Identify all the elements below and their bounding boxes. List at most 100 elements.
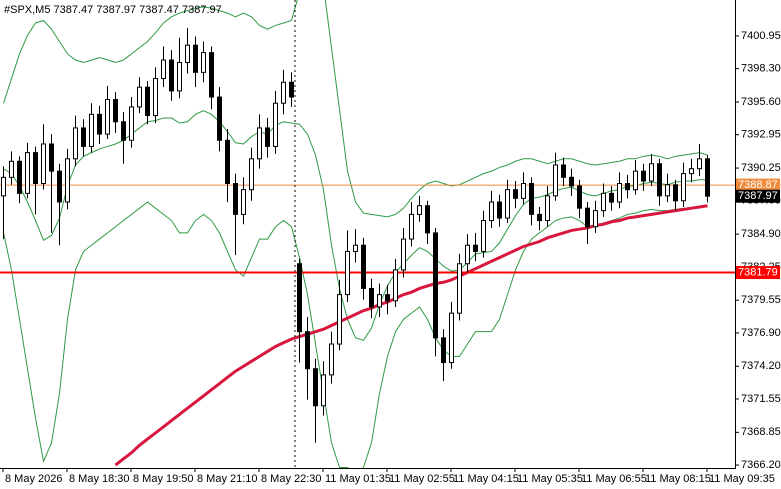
x-tick-label: 8 May 19:50 — [133, 473, 194, 485]
candle-body — [345, 250, 350, 296]
y-tick-label: 7400.95 — [741, 30, 781, 42]
candle-body — [145, 86, 150, 117]
price-level-label: 7388.87 — [738, 179, 778, 191]
price-level-label: 7381.79 — [738, 266, 778, 278]
candle-body — [457, 263, 462, 314]
candle-body — [329, 343, 334, 376]
candle-body — [633, 170, 638, 191]
price-level-box — [736, 266, 780, 280]
candle-body — [681, 173, 686, 202]
candle-body — [521, 182, 526, 199]
candle-body — [585, 207, 590, 228]
plot-area — [0, 0, 735, 468]
candle-body — [209, 52, 214, 98]
y-tick-label: 7366.20 — [741, 459, 781, 471]
candle-body — [257, 127, 262, 160]
x-tick-label: 8 May 18:30 — [69, 473, 130, 485]
candle-body — [625, 182, 630, 191]
candle-body — [17, 160, 22, 194]
candle-body — [73, 127, 78, 160]
candle-body — [601, 192, 606, 212]
candle-body — [137, 86, 142, 108]
candle-body — [97, 113, 102, 135]
x-tick-label: 8 May 2026 — [5, 473, 62, 485]
candle-body — [401, 238, 406, 271]
price-level-box — [736, 189, 780, 203]
y-tick-label: 7379.55 — [741, 294, 781, 306]
candle-body — [497, 201, 502, 219]
candle-body — [297, 263, 302, 333]
price-level-label: 7387.97 — [738, 190, 778, 202]
candle-body — [569, 176, 574, 187]
y-tick-label: 7376.90 — [741, 327, 781, 339]
candle-body — [217, 96, 222, 141]
candle-body — [649, 163, 654, 182]
candle-body — [129, 106, 134, 141]
candle-body — [449, 312, 454, 364]
candle-body — [465, 244, 470, 265]
candle-body — [609, 192, 614, 203]
candle-body — [25, 152, 30, 194]
candle-body — [409, 213, 414, 240]
candle-body — [89, 113, 94, 147]
candle-body — [313, 368, 318, 407]
candle-body — [561, 164, 566, 178]
candle-body — [177, 61, 182, 92]
candle-body — [481, 220, 486, 252]
candle-body — [513, 189, 518, 199]
candle-body — [233, 182, 238, 215]
y-tick-label: 7390.25 — [741, 162, 781, 174]
price-level-box — [736, 178, 780, 192]
candle-body — [105, 99, 110, 135]
y-tick-label: 7398.30 — [741, 63, 781, 75]
x-tick-label: 11 May 02:55 — [389, 473, 455, 485]
candle-body — [577, 185, 582, 209]
candle-body — [49, 143, 54, 172]
x-tick-label: 11 May 05:35 — [517, 473, 583, 485]
candle-body — [57, 170, 62, 203]
candle-body — [417, 205, 422, 215]
chart-title: #SPX,M5 7387.47 7387.97 7387.47 7387.97 — [4, 4, 222, 16]
x-tick-label: 8 May 22:30 — [261, 473, 322, 485]
candle-body — [489, 201, 494, 222]
candle-body — [337, 294, 342, 345]
candle-body — [9, 160, 14, 178]
candle-body — [225, 139, 230, 184]
candle-body — [617, 182, 622, 203]
candle-body — [33, 152, 38, 184]
candle-body — [41, 143, 46, 184]
candle-body — [65, 158, 70, 203]
candle-body — [545, 195, 550, 222]
candle-body — [193, 44, 198, 73]
candle-body — [369, 287, 374, 308]
candle-body — [121, 121, 126, 141]
candle-body — [673, 184, 678, 202]
candle-body — [665, 184, 670, 197]
candle-body — [273, 102, 278, 147]
x-tick-label: 11 May 01:35 — [325, 473, 391, 485]
candle-body — [657, 163, 662, 197]
y-tick-label: 7395.60 — [741, 96, 781, 108]
candle-body — [385, 294, 390, 302]
candle-body — [697, 158, 702, 170]
candle-body — [169, 59, 174, 92]
candle-body — [305, 331, 310, 370]
axes: 7400.95 7398.30 7395.60 7392.95 7390.25 7387.… — [2, 30, 781, 485]
candle-body — [353, 244, 358, 252]
candle-body — [361, 244, 366, 289]
candle-body — [249, 158, 254, 191]
y-tick-label: 7374.20 — [741, 360, 781, 372]
y-tick-label: 7392.95 — [741, 129, 781, 141]
candle-body — [201, 52, 206, 73]
candle-body — [185, 44, 190, 63]
band-line — [3, 0, 708, 218]
candle-body — [593, 210, 598, 228]
y-tick-label: 7384.90 — [741, 228, 781, 240]
candle-body — [153, 78, 158, 117]
candle-body — [641, 170, 646, 182]
candle-body — [265, 127, 270, 147]
candle-body — [505, 189, 510, 219]
x-tick-label: 11 May 04:15 — [453, 473, 519, 485]
band-line — [3, 110, 708, 341]
